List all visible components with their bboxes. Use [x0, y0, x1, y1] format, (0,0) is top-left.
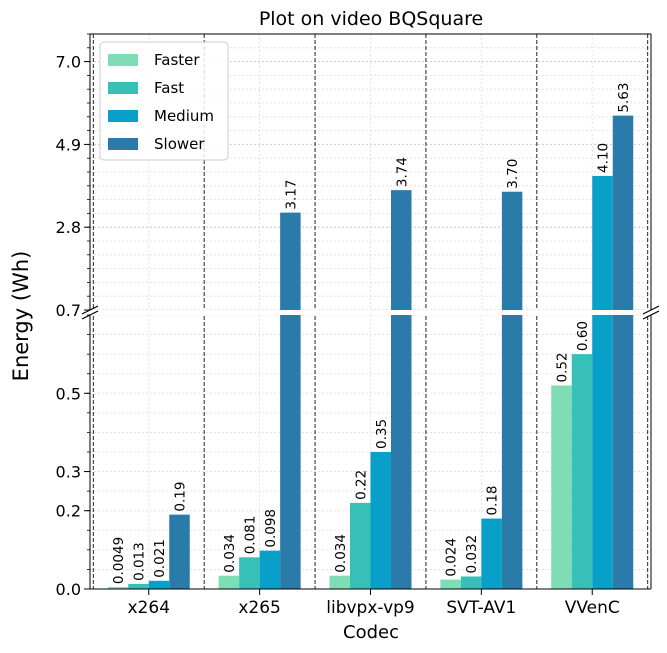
legend-swatch [108, 110, 138, 122]
data-label: 0.081 [242, 516, 258, 555]
y-tick-label-upper: 0.7 [56, 301, 81, 320]
data-labels: 0.0049 0.034 0.034 0.024 0.52 0.013 0.081 0.22 0… [111, 83, 632, 585]
bar-slower-x264 [169, 514, 190, 589]
x-axis-title: Codec [343, 622, 399, 643]
bar-upper-medium-vvenc [592, 175, 613, 310]
x-tick-label: SVT-AV1 [446, 598, 516, 618]
y-tick-label-upper: 7.0 [56, 53, 81, 72]
data-label: 0.024 [444, 538, 460, 577]
bar-medium-svt-av1 [481, 518, 502, 589]
bar-fast-x264 [128, 583, 149, 589]
data-label: 3.70 [505, 159, 521, 189]
bar-upper-slower-svt-av1 [501, 191, 523, 310]
data-label: 0.034 [333, 534, 349, 573]
legend: Faster Fast Medium Slower [99, 41, 229, 161]
y-tick-label-lower: 0.2 [56, 502, 81, 521]
y-ticks: 0.7 2.8 4.9 7.0 0.0 0.2 0.3 0.5 [56, 33, 90, 599]
y-tick-label-lower: 0.0 [56, 580, 81, 599]
data-label: 0.013 [132, 542, 148, 581]
legend-label: Medium [154, 107, 214, 125]
data-label: 0.032 [464, 535, 480, 574]
legend-box [99, 41, 229, 161]
bar-medium-x265 [259, 550, 281, 589]
bar-slower-libvpx-vp9 [391, 315, 412, 589]
legend-swatch [108, 82, 138, 94]
bar-fast-vvenc [571, 354, 593, 589]
legend-label: Fast [154, 79, 184, 97]
data-label: 0.098 [263, 509, 279, 548]
y-tick-label-lower: 0.5 [56, 384, 81, 403]
break-gap [89, 310, 652, 315]
bar-faster-libvpx-vp9 [329, 575, 350, 589]
x-ticks: x264 x265 libvpx-vp9 SVT-AV1 VVenC [128, 589, 620, 618]
bar-fast-libvpx-vp9 [350, 502, 371, 589]
bar-upper-slower-libvpx-vp9 [391, 190, 412, 310]
y-tick-label-upper: 4.9 [56, 135, 81, 154]
data-label: 0.0049 [111, 537, 127, 584]
bar-medium-vvenc [592, 315, 613, 589]
legend-swatch [108, 54, 138, 66]
bar-faster-vvenc [551, 385, 572, 589]
bar-upper-slower-vvenc [612, 115, 634, 310]
data-label: 0.60 [575, 321, 591, 351]
x-tick-label: VVenC [565, 598, 620, 618]
x-tick-label: libvpx-vp9 [326, 598, 415, 618]
x-tick-label: x265 [238, 598, 281, 618]
chart-title: Plot on video BQSquare [259, 8, 483, 30]
bar-medium-libvpx-vp9 [370, 452, 391, 589]
legend-label: Slower [154, 135, 205, 153]
bar-medium-x264 [148, 580, 170, 589]
data-label: 0.52 [554, 352, 570, 382]
y-tick-label-upper: 2.8 [56, 218, 81, 237]
bar-faster-x264 [107, 587, 129, 589]
y-tick-label-lower: 0.3 [56, 463, 81, 482]
legend-label: Faster [154, 51, 200, 69]
bar-faster-x265 [218, 575, 240, 589]
x-tick-label: x264 [128, 598, 171, 618]
bar-fast-svt-av1 [460, 576, 482, 589]
bars [107, 115, 634, 589]
data-label: 0.18 [485, 485, 501, 515]
data-label: 0.034 [222, 534, 238, 573]
y-axis-title: Energy (Wh) [9, 251, 33, 382]
bar-slower-x265 [280, 315, 301, 589]
legend-swatch [108, 138, 138, 150]
bar-slower-svt-av1 [501, 315, 523, 589]
data-label: 0.021 [152, 539, 168, 578]
data-label: 0.35 [374, 419, 390, 449]
data-label: 5.63 [616, 83, 632, 113]
data-label: 3.74 [394, 157, 410, 187]
data-label: 3.17 [283, 180, 299, 210]
bar-slower-vvenc [612, 315, 634, 589]
bar-fast-x265 [239, 557, 260, 589]
data-label: 4.10 [595, 143, 611, 173]
bar-upper-slower-x265 [280, 212, 301, 310]
bar-faster-svt-av1 [440, 579, 461, 589]
data-label: 0.19 [173, 482, 189, 512]
data-label: 0.22 [353, 470, 369, 500]
